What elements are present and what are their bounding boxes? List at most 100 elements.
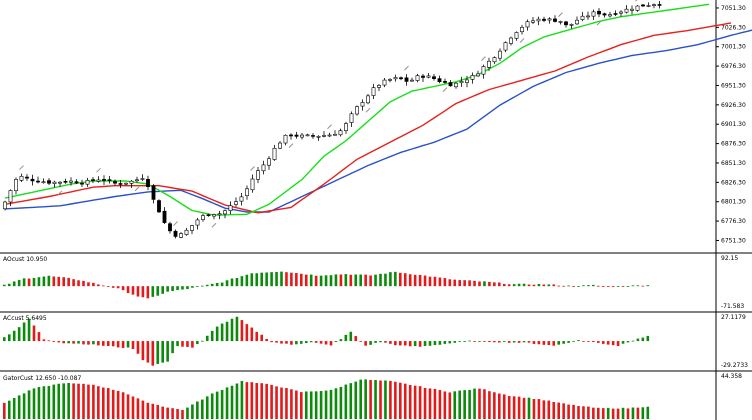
histogram-bar[interactable] — [304, 341, 308, 344]
histogram-bar[interactable] — [52, 341, 56, 342]
histogram-bar[interactable] — [587, 341, 590, 342]
candle[interactable] — [575, 19, 579, 25]
histogram-bar[interactable] — [205, 335, 209, 342]
candle[interactable] — [52, 181, 57, 184]
histogram-bar[interactable] — [567, 404, 570, 419]
histogram-bar[interactable] — [186, 341, 189, 347]
histogram-bar[interactable] — [369, 341, 372, 345]
histogram-bar[interactable] — [201, 340, 204, 342]
histogram-bar[interactable] — [403, 383, 407, 419]
candle[interactable] — [25, 176, 29, 179]
histogram-bar[interactable] — [126, 286, 130, 294]
histogram-bar[interactable] — [304, 391, 308, 419]
histogram-bar[interactable] — [428, 341, 432, 346]
candle[interactable] — [569, 24, 574, 26]
histogram-bar[interactable] — [121, 286, 125, 291]
histogram-bar[interactable] — [240, 381, 244, 419]
histogram-bar[interactable] — [161, 406, 164, 419]
histogram-bar[interactable] — [72, 341, 75, 344]
histogram-bar[interactable] — [621, 286, 625, 287]
histogram-bar[interactable] — [102, 387, 105, 419]
histogram-bar[interactable] — [230, 278, 234, 287]
histogram-bar[interactable] — [601, 341, 605, 344]
histogram-bar[interactable] — [151, 341, 155, 366]
histogram-bar[interactable] — [32, 325, 36, 342]
histogram-bar[interactable] — [37, 332, 41, 342]
histogram-bar[interactable] — [47, 340, 51, 342]
candle[interactable] — [316, 135, 321, 138]
histogram-bar[interactable] — [285, 341, 288, 344]
histogram-bar[interactable] — [171, 286, 174, 292]
histogram-bar[interactable] — [205, 396, 209, 419]
histogram-bar[interactable] — [52, 276, 56, 287]
candle[interactable] — [206, 214, 211, 217]
candle[interactable] — [531, 20, 535, 23]
histogram-bar[interactable] — [82, 280, 85, 287]
histogram-bar[interactable] — [136, 286, 140, 297]
histogram-bar[interactable] — [552, 284, 556, 287]
histogram-bar[interactable] — [641, 407, 645, 419]
candle[interactable] — [646, 5, 651, 7]
histogram-bar[interactable] — [250, 327, 254, 342]
histogram-bar[interactable] — [156, 341, 160, 364]
histogram-bar[interactable] — [502, 341, 506, 342]
histogram-bar[interactable] — [161, 341, 164, 363]
histogram-bar[interactable] — [418, 274, 422, 287]
histogram-bar[interactable] — [304, 274, 308, 287]
candle[interactable] — [272, 147, 277, 160]
histogram-bar[interactable] — [235, 383, 239, 419]
histogram-bar[interactable] — [552, 341, 556, 346]
candle[interactable] — [641, 4, 645, 7]
histogram-bar[interactable] — [463, 280, 466, 287]
histogram-bar[interactable] — [473, 388, 476, 419]
histogram-bar[interactable] — [171, 408, 174, 419]
histogram-bar[interactable] — [547, 284, 551, 287]
histogram-bar[interactable] — [423, 275, 427, 287]
histogram-bar[interactable] — [57, 383, 61, 419]
histogram-bar[interactable] — [597, 285, 600, 287]
candle[interactable] — [85, 180, 90, 185]
histogram-bar[interactable] — [354, 336, 358, 342]
lips-line[interactable] — [4, 3, 710, 216]
histogram-bar[interactable] — [621, 407, 625, 419]
histogram-bar[interactable] — [146, 341, 150, 363]
histogram-bar[interactable] — [438, 390, 442, 419]
histogram-bar[interactable] — [408, 385, 412, 419]
histogram-bar[interactable] — [572, 404, 575, 419]
histogram-bar[interactable] — [265, 339, 268, 342]
histogram-bar[interactable] — [97, 284, 100, 287]
candle[interactable] — [338, 130, 343, 136]
histogram-bar[interactable] — [488, 341, 491, 343]
histogram-bar[interactable] — [67, 382, 70, 419]
candle[interactable] — [459, 81, 464, 84]
histogram-bar[interactable] — [473, 280, 476, 287]
candle[interactable] — [586, 15, 590, 18]
candle[interactable] — [542, 18, 546, 21]
histogram-bar[interactable] — [181, 409, 184, 419]
histogram-bar[interactable] — [196, 401, 199, 419]
candle[interactable] — [151, 185, 156, 200]
histogram-bar[interactable] — [136, 398, 140, 419]
histogram-bar[interactable] — [151, 403, 155, 419]
histogram-bar[interactable] — [97, 386, 100, 419]
histogram-bar[interactable] — [592, 284, 595, 287]
histogram-bar[interactable] — [443, 341, 447, 344]
histogram-bar[interactable] — [616, 408, 620, 419]
candle[interactable] — [421, 75, 425, 78]
candle[interactable] — [8, 190, 13, 203]
histogram-bar[interactable] — [121, 392, 125, 419]
histogram-bar[interactable] — [592, 341, 595, 343]
histogram-bar[interactable] — [379, 273, 382, 287]
histogram-bar[interactable] — [458, 280, 461, 287]
histogram-bar[interactable] — [27, 318, 31, 342]
histogram-bar[interactable] — [62, 383, 65, 419]
candle[interactable] — [58, 181, 62, 184]
histogram-bar[interactable] — [488, 281, 491, 287]
histogram-bar[interactable] — [161, 286, 164, 294]
candle[interactable] — [322, 135, 326, 137]
histogram-bar[interactable] — [339, 386, 343, 419]
candle[interactable] — [333, 133, 337, 136]
gator-panel[interactable]: 44.358 — [3, 373, 742, 419]
histogram-bar[interactable] — [517, 283, 521, 287]
histogram-bar[interactable] — [542, 341, 546, 345]
